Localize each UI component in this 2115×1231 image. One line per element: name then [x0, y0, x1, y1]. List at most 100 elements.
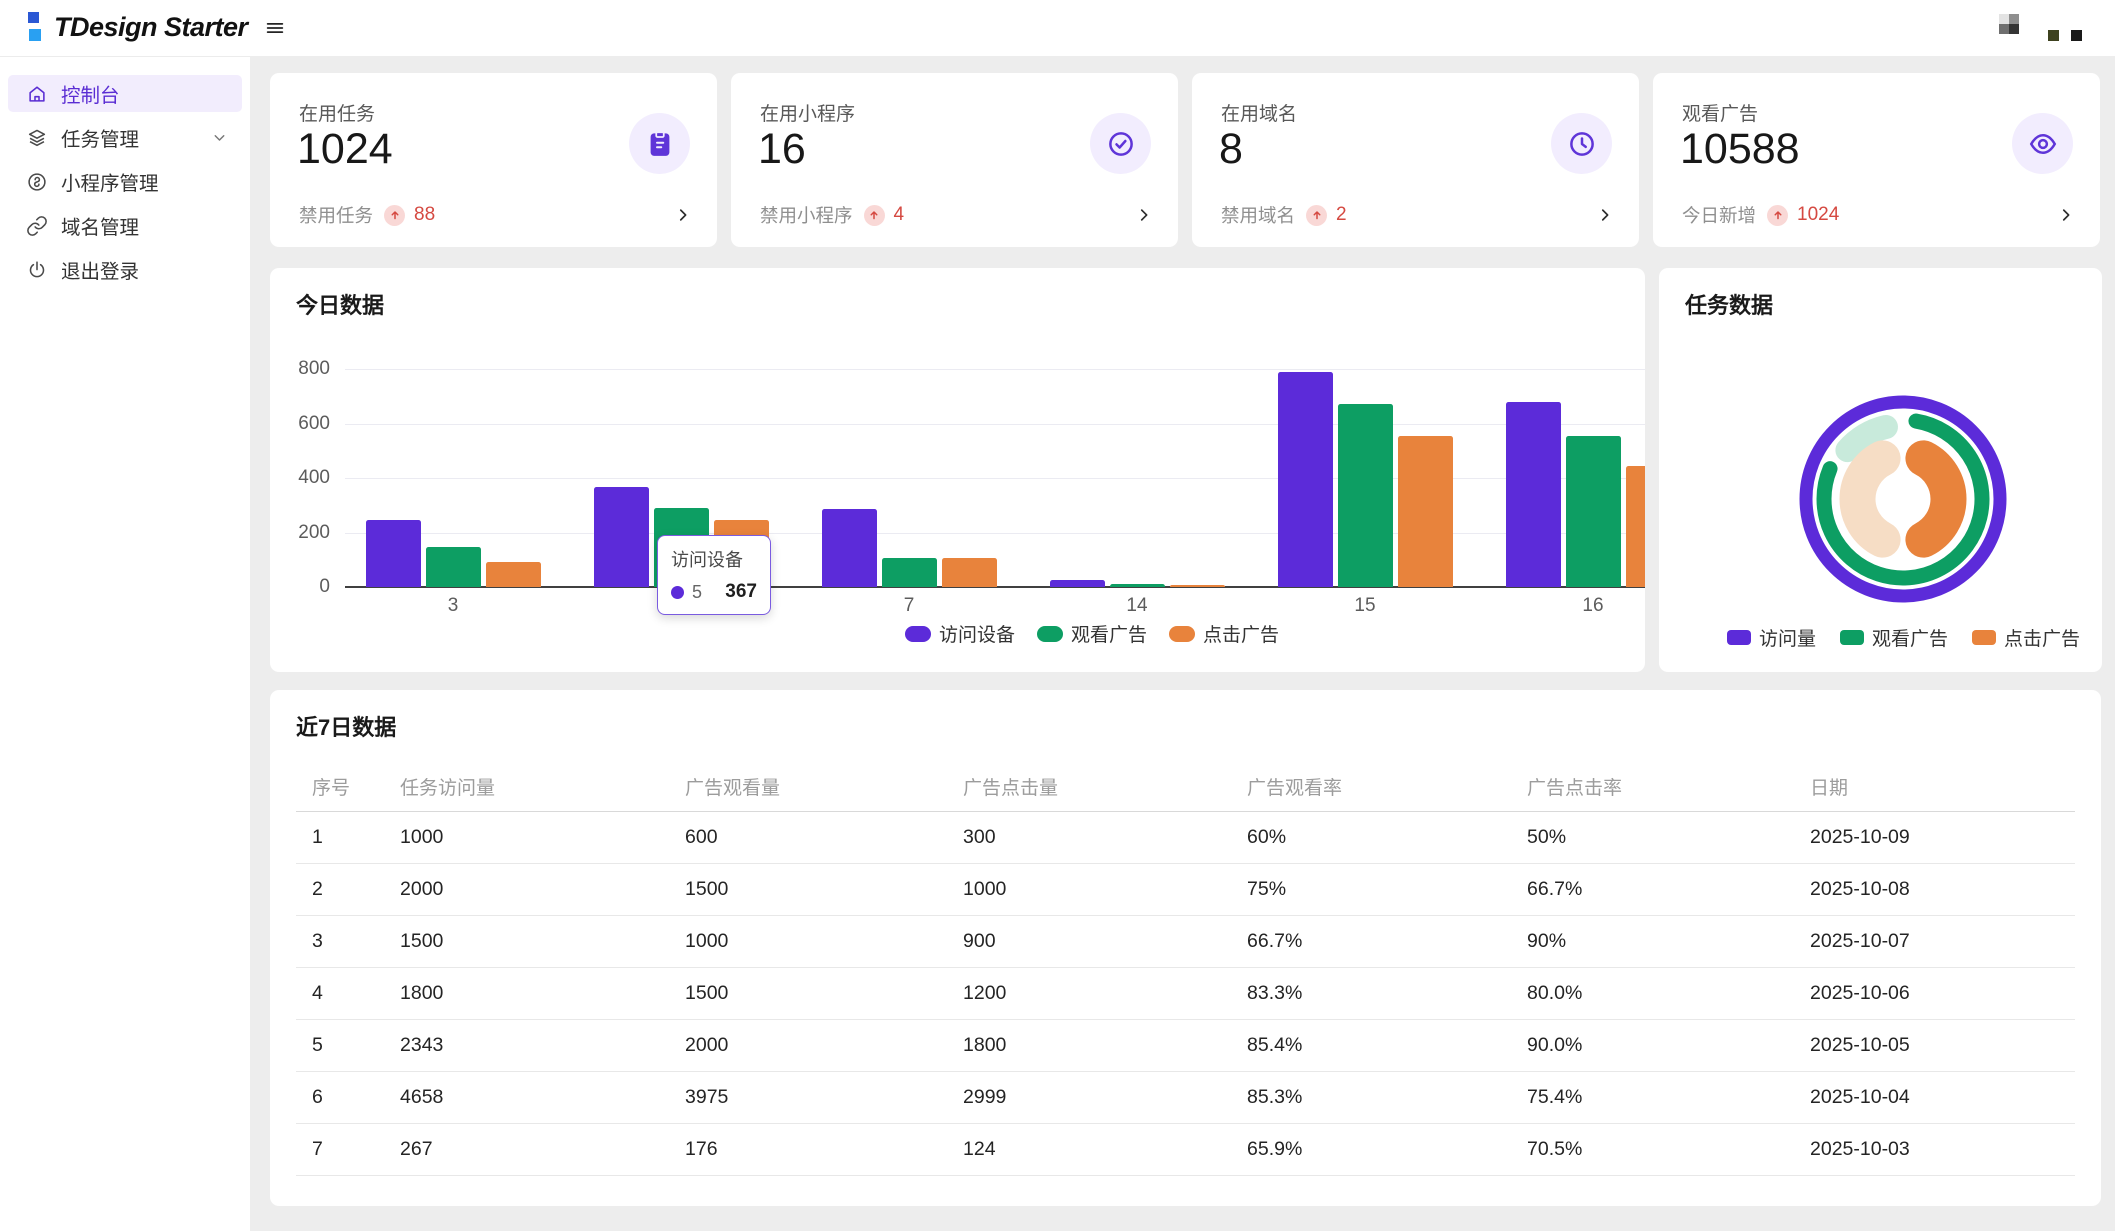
trend-up-icon [1767, 204, 1789, 226]
table-header-cell: 广告点击率 [1527, 778, 1623, 799]
logo-text: TDesign Starter [54, 11, 248, 42]
tooltip-item-value: 367 [725, 581, 757, 602]
link-icon [26, 215, 48, 237]
bar-观看广告-14[interactable] [1109, 583, 1165, 587]
donut-segment-观看广告-1[interactable] [1835, 414, 1898, 463]
table-header-cell: 日期 [1810, 778, 1849, 799]
table-cell: 4 [312, 982, 323, 1004]
legend-label: 观看广告 [1071, 625, 1148, 646]
table-row: 6 4658 3975 2999 85.3% 75.4% 2025-10-04 [296, 1072, 2075, 1124]
table-row: 1 1000 600 300 60% 50% 2025-10-09 [296, 812, 2075, 864]
logo-mark-icon [26, 11, 41, 43]
bar-观看广告-3[interactable] [425, 547, 481, 587]
stat-card-2: 在用域名 8 禁用域名 2 [1192, 73, 1639, 247]
stat-card-sub-label: 今日新增 [1682, 205, 1757, 226]
chevron-down-icon[interactable] [211, 129, 228, 146]
gridline [345, 369, 1645, 370]
stat-card-label: 在用域名 [1221, 104, 1298, 125]
legend-item-访问设备[interactable]: 访问设备 [905, 620, 1015, 647]
table-cell: 4658 [400, 1086, 444, 1108]
home-icon [26, 83, 48, 105]
table-cell: 65.9% [1247, 1138, 1303, 1160]
tooltip-row: 5 367 [671, 581, 757, 603]
topbar-olive-square-icon[interactable] [2048, 30, 2059, 41]
donut-legend-item-观看广告[interactable]: 观看广告 [1839, 624, 1948, 651]
avatar-cell [1999, 14, 2009, 24]
sidebar-item-4[interactable]: 退出登录 [8, 251, 242, 288]
sidebar-item-3[interactable]: 域名管理 [8, 207, 242, 244]
legend-item-点击广告[interactable]: 点击广告 [1169, 620, 1279, 647]
table-cell: 2025-10-03 [1810, 1138, 1910, 1160]
sidebar-item-label: 控制台 [61, 85, 120, 107]
donut-legend-item-点击广告[interactable]: 点击广告 [1972, 624, 2080, 651]
stat-card-value: 1024 [297, 125, 393, 173]
chevron-right-icon[interactable] [1135, 206, 1153, 224]
avatar-placeholder[interactable] [1999, 14, 2019, 34]
chevron-right-icon[interactable] [1596, 206, 1614, 224]
donut-legend-item-访问量[interactable]: 访问量 [1726, 624, 1816, 651]
table-cell: 3 [312, 930, 323, 952]
stat-card-subrow: 禁用小程序 4 [760, 202, 904, 228]
stat-card-subrow: 禁用任务 88 [299, 202, 435, 228]
power-icon [26, 259, 48, 281]
donut-segment-访问量-0[interactable] [1799, 395, 2007, 603]
table-cell: 2025-10-09 [1810, 826, 1910, 848]
legend-swatch [1972, 630, 1996, 645]
topbar-dark-square-icon[interactable] [2071, 30, 2082, 41]
bar-访问设备-16[interactable] [1505, 402, 1561, 587]
bar-点击广告-3[interactable] [485, 562, 541, 587]
table-cell: 85.3% [1247, 1086, 1303, 1108]
table-cell: 90% [1527, 930, 1567, 952]
table-header-cell: 任务访问量 [400, 778, 496, 799]
sidebar-item-0[interactable]: 控制台 [8, 75, 242, 112]
table-cell: 2025-10-08 [1810, 878, 1910, 900]
table-cell: 75% [1247, 878, 1287, 900]
legend-item-观看广告[interactable]: 观看广告 [1037, 620, 1147, 647]
table-cell: 1500 [685, 878, 729, 900]
donut-segment-点击广告-0[interactable] [1905, 440, 1967, 558]
legend-swatch [1839, 630, 1864, 645]
bar-点击广告-7[interactable] [941, 557, 997, 587]
bar-观看广告-7[interactable] [881, 558, 937, 587]
sidebar-item-2[interactable]: 小程序管理 [8, 163, 242, 200]
bar-点击广告-14[interactable] [1169, 584, 1225, 587]
table-header-cell: 广告观看量 [685, 778, 781, 799]
donut-chart[interactable] [1793, 389, 2013, 609]
tooltip-title: 访问设备 [671, 550, 743, 570]
table-cell: 85.4% [1247, 1034, 1303, 1056]
donut-segment-观看广告-0[interactable] [1816, 413, 1990, 586]
table-header-cell: 广告观看率 [1247, 778, 1343, 799]
table-cell: 176 [685, 1138, 718, 1160]
table-row: 4 1800 1500 1200 83.3% 80.0% 2025-10-06 [296, 968, 2075, 1020]
bar-chart-title: 今日数据 [296, 293, 385, 318]
table-row: 3 1500 1000 900 66.7% 90% 2025-10-07 [296, 916, 2075, 968]
bar-访问设备-5[interactable] [593, 486, 649, 587]
bar-观看广告-16[interactable] [1565, 435, 1621, 587]
bar-访问设备-7[interactable] [821, 508, 877, 587]
donut-segment-点击广告-1[interactable] [1839, 440, 1901, 558]
table-cell: 2 [312, 878, 323, 900]
hamburger-menu-icon[interactable] [261, 14, 289, 42]
bar-点击广告-15[interactable] [1397, 435, 1453, 587]
bar-访问设备-3[interactable] [365, 520, 421, 587]
table-cell: 1800 [963, 1034, 1007, 1056]
table-cell: 2025-10-04 [1810, 1086, 1910, 1108]
table-cell: 6 [312, 1086, 323, 1108]
sidebar-item-1[interactable]: 任务管理 [8, 119, 242, 156]
chevron-right-icon[interactable] [674, 206, 692, 224]
trend-up-icon [384, 204, 406, 226]
chevron-right-icon[interactable] [2057, 206, 2075, 224]
y-axis-tick: 600 [298, 412, 330, 434]
y-axis-tick: 400 [298, 467, 330, 488]
table-cell: 2999 [963, 1086, 1007, 1108]
table-row: 7 267 176 124 65.9% 70.5% 2025-10-03 [296, 1124, 2075, 1176]
table-cell: 1500 [685, 982, 729, 1004]
bar-访问设备-15[interactable] [1277, 371, 1333, 587]
stat-card-delta: 4 [893, 204, 905, 225]
data-table: 序号 任务访问量 广告观看量 广告点击量 广告观看率 广告点击率 日期 1 1000 600 300… [296, 762, 2075, 1176]
bar-点击广告-16[interactable] [1625, 465, 1645, 587]
bar-访问设备-14[interactable] [1049, 579, 1105, 587]
bar-观看广告-15[interactable] [1337, 404, 1393, 587]
legend-label: 观看广告 [1871, 629, 1948, 650]
